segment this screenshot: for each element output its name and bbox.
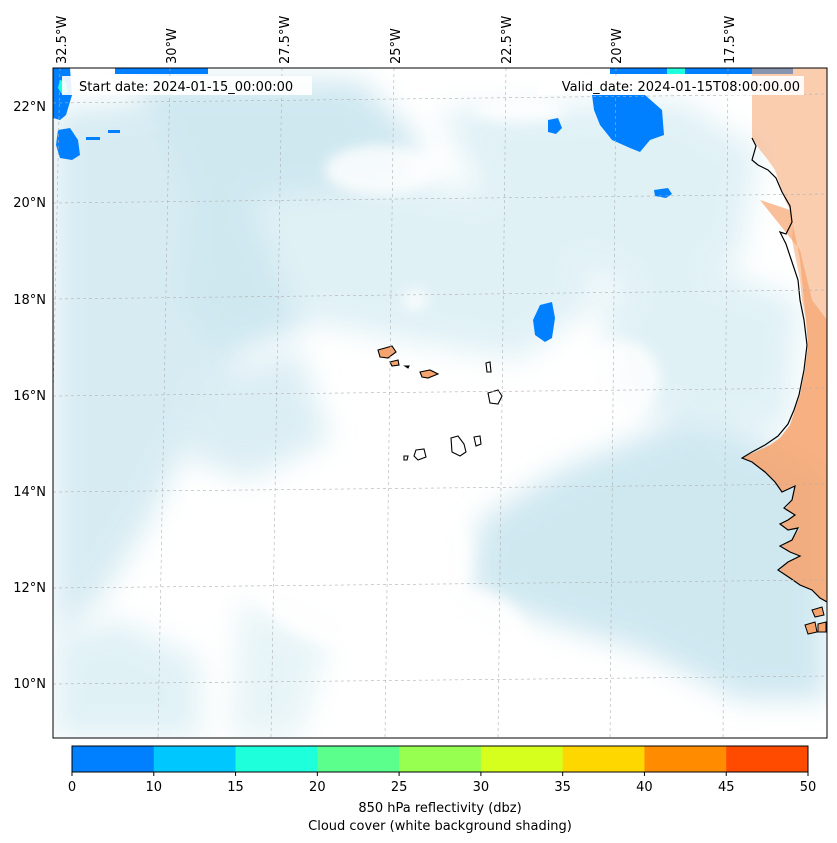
colorbar-tick-label: 10 bbox=[146, 780, 163, 795]
valid-date-label: Valid_date: 2024-01-15T08:00:00.00 bbox=[562, 80, 800, 95]
valid-date-box bbox=[538, 76, 804, 95]
lon-label: 20°W bbox=[610, 28, 625, 64]
colorbar-tick-label: 25 bbox=[391, 780, 408, 795]
africa-coastline bbox=[740, 137, 827, 603]
colorbar-segment bbox=[480, 746, 564, 772]
lon-label: 22.5°W bbox=[500, 16, 515, 64]
start-date-label: Start date: 2024-01-15_00:00:00 bbox=[79, 80, 293, 95]
lat-label: 18°N bbox=[13, 293, 46, 308]
cape-verde-islands bbox=[377, 345, 503, 461]
longitude-labels: 32.5°W 30°W 27.5°W 25°W 22.5°W 20°W 17.5… bbox=[55, 16, 738, 64]
colorbar-tick-label: 45 bbox=[718, 780, 735, 795]
lon-label: 32.5°W bbox=[55, 16, 70, 64]
colorbar-segment bbox=[726, 746, 809, 772]
colorbar-frame bbox=[71, 745, 809, 773]
colorbar-label: 850 hPa reflectivity (dbz) bbox=[358, 801, 521, 816]
colorbar: 0 10 15 20 25 30 35 40 45 50 bbox=[68, 745, 817, 795]
colorbar-sublabel: Cloud cover (white background shading) bbox=[308, 819, 572, 834]
colorbar-segment bbox=[153, 746, 237, 772]
colorbar-tick-label: 35 bbox=[554, 780, 571, 795]
lon-label: 30°W bbox=[165, 28, 180, 64]
lat-label: 22°N bbox=[13, 100, 46, 115]
colorbar-tick-label: 15 bbox=[227, 780, 244, 795]
colorbar-segment bbox=[317, 746, 400, 772]
colorbar-tick-label: 20 bbox=[309, 780, 326, 795]
cloud-clear-patches bbox=[250, 98, 660, 710]
colorbar-tick-label: 0 bbox=[68, 780, 76, 795]
bijagos-island bbox=[811, 606, 825, 618]
colorbar-tick-label: 30 bbox=[473, 780, 490, 795]
colorbar-segment bbox=[562, 746, 645, 772]
graticule bbox=[53, 68, 827, 738]
lat-label: 12°N bbox=[13, 581, 46, 596]
colorbar-segment bbox=[644, 746, 727, 772]
latitude-labels: 22°N 20°N 18°N 16°N 14°N 12°N 10°N bbox=[13, 100, 46, 692]
colorbar-segment bbox=[72, 746, 155, 772]
lon-label: 17.5°W bbox=[723, 16, 738, 64]
bijagos-island bbox=[804, 621, 818, 635]
africa-landmass-shading bbox=[742, 200, 827, 602]
lat-label: 20°N bbox=[13, 196, 46, 211]
colorbar-tick-label: 50 bbox=[800, 780, 817, 795]
bijagos-island bbox=[817, 621, 827, 633]
colorbar-segment bbox=[235, 746, 318, 772]
colorbar-segment bbox=[399, 746, 482, 772]
lon-label: 25°W bbox=[389, 28, 404, 64]
map-content bbox=[53, 68, 827, 738]
lon-label: 27.5°W bbox=[278, 16, 293, 64]
map-frame bbox=[52, 67, 828, 739]
lat-label: 16°N bbox=[13, 389, 46, 404]
start-date-box bbox=[62, 76, 312, 95]
lat-label: 14°N bbox=[13, 485, 46, 500]
colorbar-tick-label: 40 bbox=[636, 780, 653, 795]
lat-label: 10°N bbox=[13, 677, 46, 692]
